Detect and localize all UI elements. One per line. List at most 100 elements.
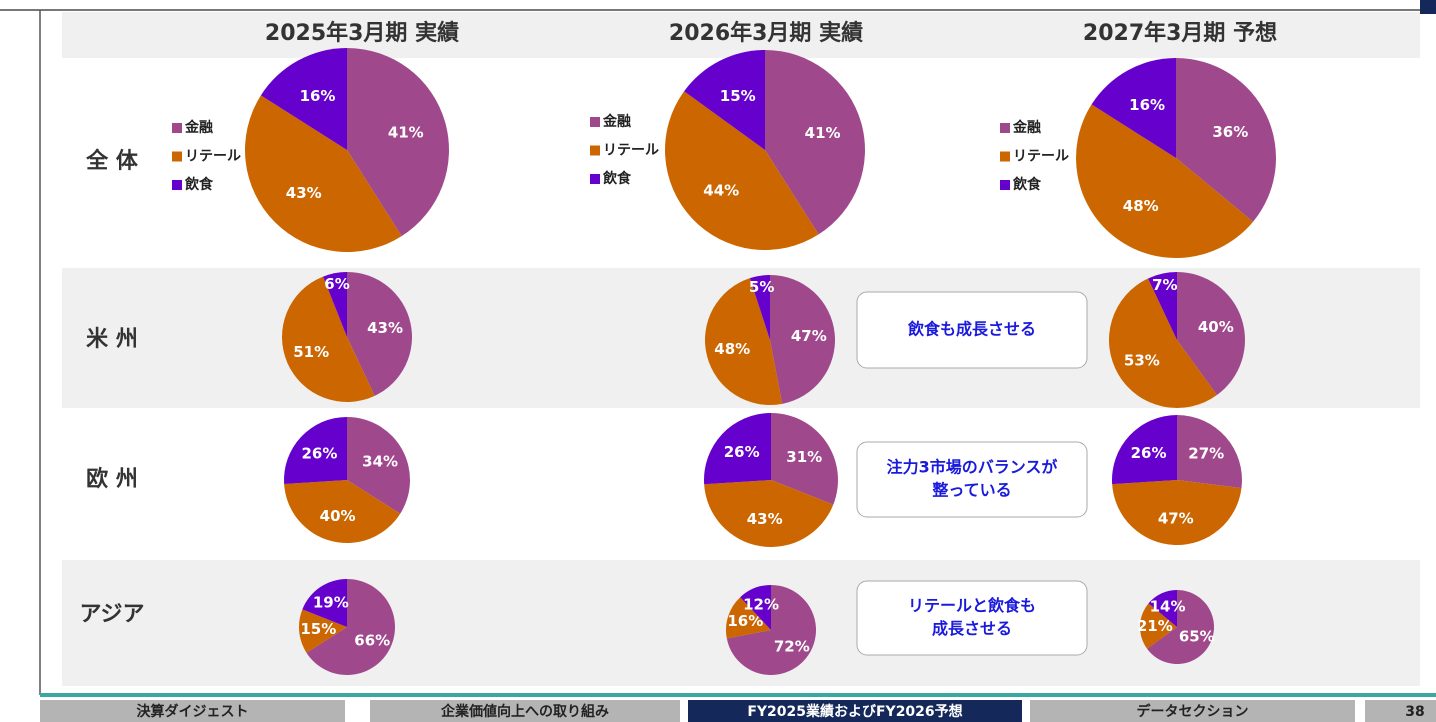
pie-slice bbox=[726, 585, 816, 675]
pie-slice bbox=[306, 579, 396, 675]
slice-label: 26% bbox=[1131, 444, 1167, 462]
nav-tab-label: 企業価値向上への取り組み bbox=[440, 703, 609, 720]
slice-label: 40% bbox=[320, 507, 356, 525]
callout-box bbox=[856, 291, 1088, 369]
slice-label: 41% bbox=[388, 123, 424, 141]
callout-text: 飲食も成長させる bbox=[907, 320, 1036, 339]
pie-slice bbox=[1177, 272, 1245, 396]
slice-label: 26% bbox=[301, 445, 337, 463]
nav-tab[interactable] bbox=[1030, 700, 1355, 722]
callout-box bbox=[856, 580, 1088, 656]
pie-slice bbox=[1091, 58, 1176, 158]
callout-text: 整っている bbox=[931, 481, 1011, 500]
legend-label: リテール bbox=[1013, 149, 1069, 165]
slice-label: 21% bbox=[1137, 617, 1173, 635]
row-label: アジア bbox=[79, 602, 144, 627]
callout-text: 注力3市場のバランスが bbox=[887, 458, 1058, 477]
pie-slice bbox=[1176, 58, 1276, 222]
legend-swatch bbox=[590, 117, 600, 127]
legend-label: 飲食 bbox=[1012, 176, 1042, 193]
pie-slice bbox=[770, 275, 836, 404]
slice-label: 12% bbox=[743, 595, 779, 613]
slice-label: 26% bbox=[724, 443, 760, 461]
slice-label: 48% bbox=[714, 340, 750, 358]
callout-text: リテールと飲食も bbox=[908, 596, 1036, 615]
slice-label: 27% bbox=[1188, 445, 1224, 463]
legend-swatch bbox=[1000, 180, 1010, 190]
pie-slice bbox=[260, 48, 347, 150]
slice-label: 36% bbox=[1212, 123, 1248, 141]
legend-swatch bbox=[1000, 123, 1010, 133]
column-header: 2025年3月期 実績 bbox=[265, 20, 459, 46]
page-number: 38 bbox=[1405, 704, 1424, 720]
legend-label: 金融 bbox=[602, 113, 631, 130]
row-label: 全 体 bbox=[85, 148, 139, 174]
nav-tab[interactable] bbox=[40, 700, 345, 722]
column-header: 2026年3月期 実績 bbox=[669, 20, 863, 46]
nav-tab-label: FY2025業績およびFY2026予想 bbox=[747, 703, 962, 720]
slice-label: 43% bbox=[286, 184, 322, 202]
legend-swatch bbox=[172, 151, 182, 162]
slice-label: 44% bbox=[703, 182, 739, 200]
slice-label: 5% bbox=[749, 278, 774, 296]
slice-label: 31% bbox=[786, 448, 822, 466]
pie-slice bbox=[1112, 415, 1177, 485]
pie-slice bbox=[704, 480, 834, 548]
callout-text: 成長させる bbox=[932, 619, 1012, 638]
pie-slice bbox=[323, 272, 347, 337]
slice-label: 53% bbox=[1124, 351, 1160, 369]
slice-label: 40% bbox=[1198, 318, 1234, 336]
slice-label: 7% bbox=[1152, 276, 1177, 294]
pie-slice bbox=[1148, 590, 1177, 627]
row-label: 欧 州 bbox=[86, 466, 138, 492]
pie-slice bbox=[749, 275, 770, 340]
page-box bbox=[1365, 700, 1436, 722]
pie-slice bbox=[703, 413, 771, 485]
pie-slice bbox=[1109, 278, 1217, 409]
slice-label: 48% bbox=[1123, 197, 1159, 215]
row-label: 米 州 bbox=[86, 327, 138, 352]
legend-label: 飲食 bbox=[602, 170, 632, 187]
pie-slice bbox=[1140, 603, 1177, 649]
slice-label: 72% bbox=[774, 638, 810, 656]
slice-label: 16% bbox=[1129, 96, 1165, 114]
pie-slice bbox=[1148, 272, 1177, 340]
nav-tab[interactable] bbox=[370, 700, 680, 722]
pie-slice bbox=[299, 609, 347, 653]
slice-label: 16% bbox=[300, 87, 336, 105]
slice-label: 19% bbox=[313, 594, 349, 612]
pie-slice bbox=[664, 91, 819, 251]
nav-tab[interactable] bbox=[688, 700, 1022, 722]
legend-label: 金融 bbox=[184, 119, 213, 136]
pie-slice bbox=[765, 50, 865, 235]
legend-swatch bbox=[172, 123, 182, 133]
slice-label: 14% bbox=[1150, 597, 1186, 615]
pie-slice bbox=[282, 276, 375, 402]
pie-slice bbox=[1147, 590, 1214, 665]
header-band bbox=[62, 12, 1420, 58]
pie-slice bbox=[726, 597, 771, 639]
slice-label: 43% bbox=[367, 319, 403, 337]
pie-slice bbox=[1076, 104, 1254, 258]
legend-label: 金融 bbox=[1012, 119, 1041, 136]
pie-slice bbox=[704, 278, 783, 406]
legend-swatch bbox=[590, 174, 600, 184]
legend-swatch bbox=[172, 180, 182, 190]
slice-label: 66% bbox=[354, 631, 390, 649]
slice-label: 51% bbox=[293, 343, 329, 361]
pie-slice bbox=[244, 95, 402, 252]
pie-slice bbox=[347, 48, 450, 237]
pie-slice bbox=[684, 50, 765, 150]
pie-slice bbox=[347, 272, 412, 396]
pie-slice bbox=[771, 413, 838, 505]
slice-label: 6% bbox=[324, 275, 349, 293]
slice-label: 15% bbox=[300, 620, 336, 638]
nav-tab-label: データセクション bbox=[1137, 703, 1249, 720]
pie-slice bbox=[302, 579, 347, 627]
pie-slice bbox=[347, 417, 410, 514]
pie-slice bbox=[284, 480, 401, 544]
slice-label: 43% bbox=[747, 510, 783, 528]
legend-swatch bbox=[590, 145, 600, 156]
slice-label: 16% bbox=[727, 612, 763, 630]
